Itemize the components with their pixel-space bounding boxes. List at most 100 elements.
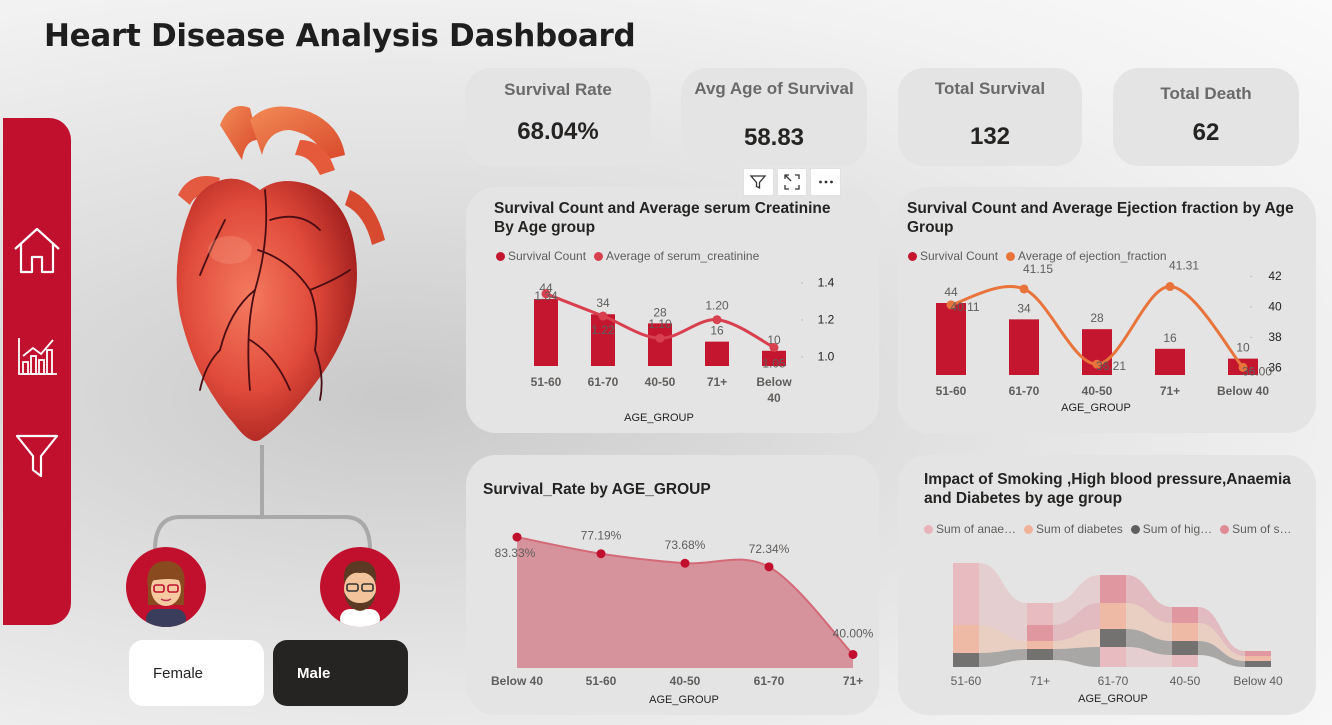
data-point [680,558,690,568]
legend-item[interactable]: Sum of hig… [1130,522,1212,536]
chart-title: Survival_Rate by AGE_GROUP [483,481,711,498]
data-label: 83.33% [495,546,536,560]
chart-title: Impact of Smoking ,High blood pressure,A… [924,471,1291,507]
tick-mark: · [1249,332,1252,343]
sidebar [3,118,71,625]
x-tick-label: Below [756,375,792,389]
x-tick-label: 61-70 [1098,674,1129,688]
tree-connector [153,445,372,551]
x-tick-label: 51-60 [586,674,617,688]
x-axis-title: AGE_GROUP [624,412,694,424]
line-point [541,289,551,299]
chart-title: Survival Count and Average Ejection frac… [907,200,1294,236]
y2-tick-label: 1.0 [818,350,835,364]
line-point [712,315,722,325]
y2-tick-label: 36 [1268,360,1282,374]
chart-card-creatinine[interactable]: Survival Count and Average serum Creatin… [466,187,879,433]
bar [648,323,672,366]
data-label: 73.68% [665,538,706,552]
ribbon [1053,603,1100,641]
x-tick-label: 71+ [1160,384,1180,398]
kpi-label: Avg Age of Survival [694,79,854,98]
female-avatar[interactable] [126,547,206,627]
ribbon-segment [953,625,979,653]
legend-item[interactable]: Average of serum_creatinine [594,249,759,263]
filter-icon[interactable] [743,168,774,196]
ribbon [979,563,1027,625]
line-point [1165,282,1175,292]
bar-value-label: 16 [1163,331,1177,345]
kpi-value: 68.04% [517,118,599,145]
male-avatar[interactable] [320,547,400,627]
ribbon [1126,575,1172,623]
ribbon-segment [1172,607,1198,623]
ribbon-segment [1172,655,1198,667]
x-tick-label: 40-50 [645,375,676,389]
x-axis-title: AGE_GROUP [649,694,719,706]
ribbon-segment [1027,603,1053,625]
chart-legend: Survival Count Average of serum_creatini… [496,249,759,263]
legend-item[interactable]: Survival Count [908,249,998,263]
kpi-survival-rate: Survival Rate 68.04% [465,68,651,166]
data-point [512,532,522,542]
legend-item[interactable]: Sum of anae… [924,522,1016,536]
bar [936,303,966,375]
tick-mark: · [1249,362,1252,373]
x-tick-label: 40-50 [670,674,701,688]
ribbon-segment [1245,661,1271,667]
x-tick-label: 40 [767,391,781,405]
ribbon-segment [1027,641,1053,649]
legend-item[interactable]: Survival Count [496,249,586,263]
ribbon-segment [953,653,979,667]
kpi-label: Total Death [1160,84,1252,103]
legend-item[interactable]: Average of ejection_fraction [1006,249,1167,263]
line-point [1238,362,1248,372]
focus-mode-icon[interactable] [776,168,808,196]
y2-tick-label: 1.2 [818,313,835,327]
filter-icon[interactable] [11,430,63,482]
line-value-label: 36.21 [1096,359,1126,373]
tick-mark: · [1249,271,1252,282]
x-tick-label: 61-70 [1009,384,1040,398]
line-value-label: 1.20 [705,299,729,313]
ribbon [1126,629,1172,655]
data-point [848,649,858,659]
combo-chart[interactable]: 44 51-60 34 61-70 28 40-50 16 71+ 10 Below 40 40.1… [898,187,1316,433]
tick-mark: · [800,315,803,326]
combo-chart[interactable]: 4451-603461-702840-501671+10Below401.341… [466,187,879,433]
data-label: 72.34% [749,542,790,556]
chart-card-ejection[interactable]: Survival Count and Average Ejection frac… [898,187,1316,433]
home-icon[interactable] [11,224,63,276]
area-chart[interactable]: 83.33% Below 40 77.19% 51-60 73.68% 40-50 72.3… [466,455,879,715]
ribbon-chart[interactable]: 51-60 71+ 61-70 40-50 Below 40 AGE_GROUP [898,455,1316,715]
x-tick-label: 40-50 [1170,674,1201,688]
more-options-icon[interactable] [810,168,842,196]
male-filter-button[interactable]: Male [273,640,408,706]
ribbon-segment [1245,651,1271,656]
tick-mark: · [800,352,803,363]
ribbon [1198,607,1245,656]
ribbon [1126,603,1172,641]
bar-value-label: 34 [596,296,610,310]
female-filter-button[interactable]: Female [129,640,264,706]
y2-tick-label: 38 [1268,330,1282,344]
chart-card-survival-rate[interactable]: Survival_Rate by AGE_GROUP 83.33% Below 4… [466,455,879,715]
bar-chart-icon[interactable] [11,330,63,382]
line-point [1019,284,1029,294]
ribbon-segment [1172,641,1198,655]
chart-card-risk-factors[interactable]: Impact of Smoking ,High blood pressure,A… [898,455,1316,715]
legend-item[interactable]: Sum of diabetes [1024,522,1123,536]
bar [762,350,786,366]
legend-item[interactable]: Sum of s… [1220,522,1292,536]
data-label: 77.19% [581,529,622,543]
bar-value-label: 44 [944,285,958,299]
x-tick-label: 51-60 [951,674,982,688]
ribbon-segment [1027,649,1053,660]
ribbon [1126,647,1172,667]
ribbon [1053,575,1100,625]
heart-illustration [150,100,400,450]
bar-value-label: 10 [1236,341,1250,355]
x-tick-label: 61-70 [588,375,619,389]
x-tick-label: Below 40 [491,674,543,688]
x-tick-label: 51-60 [531,375,562,389]
